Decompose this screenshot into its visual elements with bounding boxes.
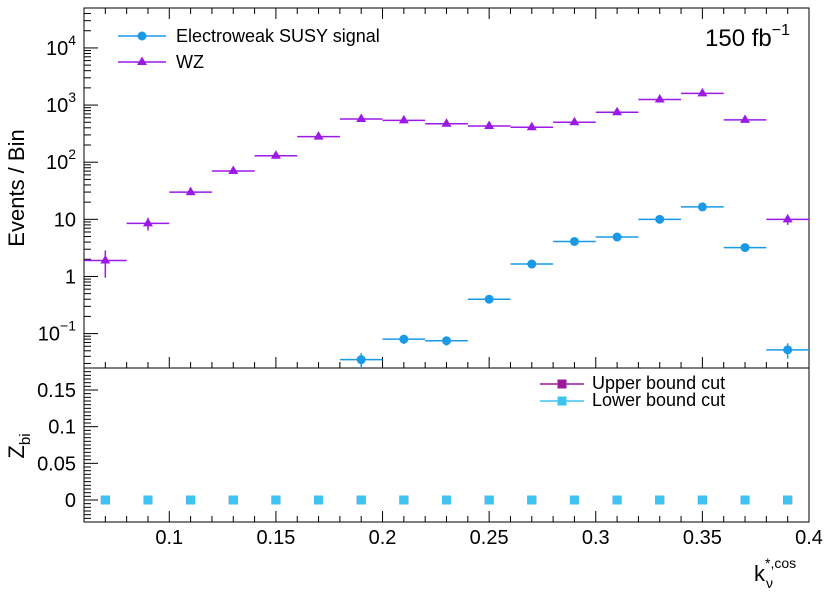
y-tick-label-top: 103 (46, 89, 76, 117)
y-tick-label-top: 102 (46, 146, 76, 174)
wz-point (356, 113, 367, 123)
top-axis-ticks: 10−1 1 10 102 103 104 (38, 7, 810, 368)
legend-label-upper: Upper bound cut (592, 373, 725, 393)
lower-bound-point (143, 495, 153, 505)
y-tick-label-bottom: 0.15 (37, 380, 76, 402)
y-tick-label-bottom: 0 (65, 490, 76, 512)
wz-point (740, 114, 751, 123)
wz-point (398, 114, 409, 124)
lower-bound-point (612, 495, 622, 505)
lower-bound-point (740, 495, 750, 505)
x-axis-title-sup: *,cos (765, 555, 796, 571)
lower-bound-point (783, 495, 793, 505)
signal-point (783, 345, 793, 355)
legend-marker-signal (137, 31, 147, 41)
bottom-axis-ticks: 0.1 0.15 0.2 0.25 0.3 0.35 0.4 0 0.05 0.1 0.15 (37, 367, 823, 549)
lower-bound-point (228, 495, 238, 505)
legend-marker-wz (137, 56, 147, 65)
x-axis-title-main: k (754, 561, 766, 586)
legend-label-signal: Electroweak SUSY signal (176, 26, 380, 46)
wz-point (185, 186, 196, 196)
top-plot-marks (84, 87, 809, 368)
y-tick-label-top: 104 (46, 32, 76, 60)
wz-point (313, 131, 324, 140)
top-y-axis-title: Events / Bin (4, 129, 29, 246)
luminosity-label: 150 fb−1 (705, 22, 790, 52)
top-legend: Electroweak SUSY signal WZ (118, 26, 380, 72)
luminosity-exponent: −1 (772, 22, 790, 39)
legend-label-wz: WZ (176, 52, 204, 72)
x-tick-label: 0.25 (470, 527, 509, 549)
signal-point (655, 214, 665, 224)
wz-point (654, 94, 665, 103)
bottom-plot-marks (100, 495, 793, 505)
lower-bound-point (569, 495, 579, 505)
lower-bound-point (442, 495, 451, 505)
lower-bound-point (655, 495, 665, 505)
signal-point (697, 202, 707, 212)
lower-bound-point (399, 495, 409, 505)
wz-point (782, 213, 793, 223)
signal-point (612, 232, 622, 242)
legend-marker-upper (557, 379, 567, 389)
signal-point (569, 236, 579, 246)
wz-point (142, 217, 153, 227)
signal-point (356, 355, 366, 365)
signal-point (442, 336, 451, 346)
y-tick-label-top: 10−1 (38, 318, 76, 346)
x-tick-label: 0.2 (369, 527, 397, 549)
x-tick-label: 0.15 (256, 527, 295, 549)
bottom-y-axis-title: Zbi (4, 433, 34, 458)
signal-point (399, 334, 409, 344)
signal-point (527, 259, 537, 269)
lower-bound-point (356, 495, 366, 505)
wz-point (100, 255, 111, 264)
x-tick-label: 0.3 (582, 527, 610, 549)
y-tick-label-bottom: 0.1 (48, 417, 76, 439)
y-tick-label-bottom: 0.05 (37, 453, 76, 475)
lower-bound-point (697, 495, 707, 505)
wz-point (612, 106, 623, 116)
y-tick-label-top: 1 (65, 266, 76, 288)
legend-label-lower: Lower bound cut (592, 390, 725, 410)
x-tick-label: 0.35 (683, 527, 722, 549)
lower-bound-point (314, 495, 324, 505)
y-tick-label-top: 10 (54, 209, 76, 231)
x-axis-title: k*,cos ν (754, 555, 796, 591)
x-tick-label: 0.4 (795, 527, 823, 549)
lower-bound-point (527, 495, 537, 505)
lower-bound-point (484, 495, 494, 505)
bottom-y-axis-title-sub: bi (17, 433, 34, 445)
legend-marker-lower (557, 396, 567, 406)
signal-point (484, 294, 494, 304)
lower-bound-point (100, 495, 110, 505)
wz-point (441, 118, 452, 127)
bottom-y-axis-title-main: Z (4, 445, 29, 458)
wz-point (569, 116, 580, 126)
wz-point (526, 121, 537, 131)
x-tick-label: 0.1 (155, 527, 183, 549)
signal-point (740, 243, 750, 253)
wz-point (228, 165, 239, 175)
wz-point (697, 87, 708, 97)
x-axis-title-sub: ν (766, 575, 773, 591)
luminosity-value: 150 fb (705, 25, 772, 52)
wz-point (270, 150, 281, 159)
lower-bound-point (271, 495, 281, 505)
bottom-legend: Upper bound cut Lower bound cut (540, 373, 725, 410)
lower-bound-point (186, 495, 196, 505)
wz-point (484, 120, 495, 130)
